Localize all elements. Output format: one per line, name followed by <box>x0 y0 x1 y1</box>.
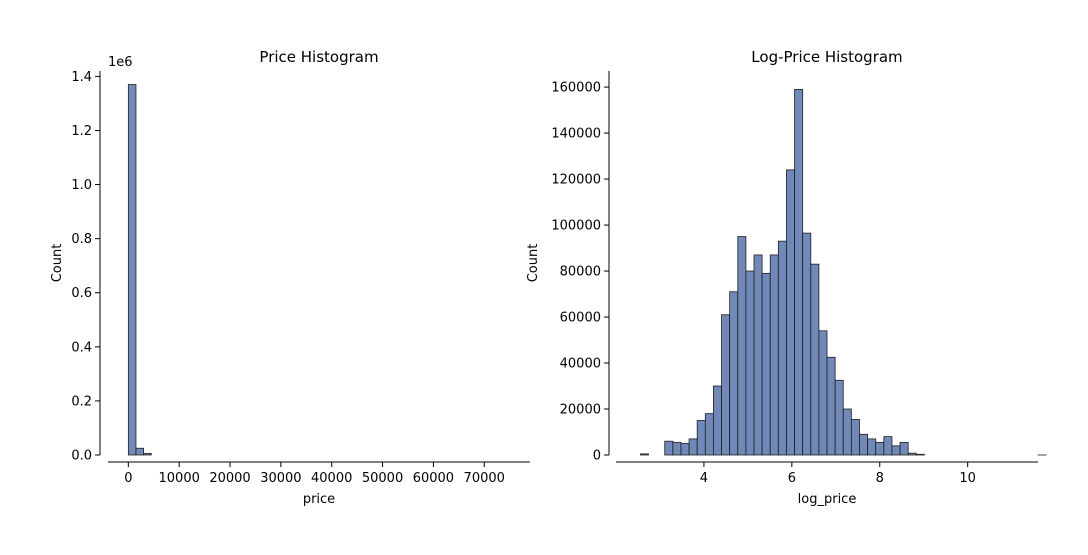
histogram-bar <box>721 314 731 456</box>
y-tick-label: 0.6 <box>71 286 92 301</box>
price-histogram-bars <box>127 84 152 456</box>
price-histogram: Price Histogram 1e6 0 10000 20000 30000 4000… <box>50 48 530 507</box>
y-tick-label: 0.8 <box>71 232 92 247</box>
x-tick-label: 10 <box>959 471 976 486</box>
histogram-bar <box>753 254 763 456</box>
histogram-bar <box>769 254 779 456</box>
x-tick-label: 40000 <box>311 471 352 486</box>
x-tick-label: 70000 <box>464 471 505 486</box>
histogram-bar <box>875 441 885 456</box>
price-histogram-y-ticks: 0.0 0.2 0.4 0.6 0.8 1.0 1.2 1.4 <box>71 70 100 464</box>
histogram-bar <box>859 433 868 456</box>
histogram-bar <box>810 263 820 456</box>
x-tick-label: 60000 <box>413 471 454 486</box>
log-price-histogram-x-ticks: 4 6 8 10 <box>700 462 976 486</box>
histogram-bar <box>640 453 649 456</box>
log-price-histogram-bars <box>640 89 1047 456</box>
histogram-bar <box>915 453 925 456</box>
histogram-bar <box>818 330 828 456</box>
y-tick-label: 140000 <box>551 127 601 142</box>
histogram-bar <box>704 413 714 456</box>
price-histogram-title: Price Histogram <box>259 48 378 66</box>
histogram-bar <box>688 438 698 456</box>
histogram-bar <box>850 418 860 456</box>
price-histogram-y-offset-label: 1e6 <box>108 55 133 70</box>
x-tick-label: 0 <box>124 471 132 486</box>
price-histogram-x-axis-label: price <box>303 492 335 507</box>
log-price-histogram-x-axis-label: log_price <box>798 492 857 507</box>
histogram-bar <box>777 240 787 456</box>
histogram-bar <box>826 356 836 456</box>
x-tick-label: 6 <box>788 471 796 486</box>
histogram-bar <box>891 445 901 456</box>
log-price-histogram-y-ticks: 0 20000 40000 60000 80000 100000 120000 140000 1… <box>551 81 609 464</box>
y-tick-label: 0 <box>593 449 601 464</box>
log-price-histogram-title: Log-Price Histogram <box>751 48 902 66</box>
y-tick-label: 0.4 <box>71 340 92 355</box>
histogram-bar <box>745 270 755 456</box>
y-tick-label: 1.2 <box>71 124 92 139</box>
histogram-bar <box>729 291 739 456</box>
x-tick-label: 30000 <box>260 471 301 486</box>
y-tick-label: 1.0 <box>71 178 92 193</box>
y-tick-label: 60000 <box>560 311 601 326</box>
y-tick-label: 20000 <box>560 403 601 418</box>
histogram-bar <box>834 379 844 456</box>
y-tick-label: 0.2 <box>71 394 92 409</box>
price-histogram-x-ticks: 0 10000 20000 30000 40000 50000 60000 70000 <box>124 462 505 486</box>
histogram-bar <box>794 89 804 456</box>
price-histogram-y-axis-label: Count <box>50 244 65 283</box>
histogram-bar <box>842 408 852 456</box>
histogram-bar <box>899 441 909 456</box>
y-tick-label: 1.4 <box>71 70 92 85</box>
y-tick-label: 100000 <box>551 219 601 234</box>
histogram-bar <box>802 232 812 456</box>
histogram-bar <box>135 447 144 456</box>
histogram-bar <box>907 452 917 456</box>
y-tick-label: 40000 <box>560 357 601 372</box>
y-tick-label: 120000 <box>551 173 601 188</box>
histogram-bar <box>761 272 771 456</box>
y-tick-label: 80000 <box>560 265 601 280</box>
log-price-histogram: Log-Price Histogram 4 6 8 10 0 20000 40000 600… <box>526 48 1047 507</box>
log-price-histogram-y-axis-label: Count <box>526 244 541 283</box>
histogram-bar <box>672 441 682 456</box>
y-tick-label: 0.0 <box>71 449 92 464</box>
histogram-bar <box>713 385 722 456</box>
x-tick-label: 4 <box>700 471 708 486</box>
histogram-bar <box>867 438 877 456</box>
histogram-bar <box>696 420 706 456</box>
y-tick-label: 160000 <box>551 81 601 96</box>
histogram-bar <box>127 84 137 456</box>
x-tick-label: 10000 <box>159 471 200 486</box>
x-tick-label: 8 <box>876 471 884 486</box>
histogram-bar <box>737 236 747 456</box>
histogram-bar <box>786 169 795 456</box>
histogram-bar <box>143 452 152 456</box>
x-tick-label: 20000 <box>209 471 250 486</box>
x-tick-label: 50000 <box>362 471 403 486</box>
histogram-bar <box>680 443 690 456</box>
histogram-bar <box>664 440 674 456</box>
histogram-bar <box>883 436 893 456</box>
